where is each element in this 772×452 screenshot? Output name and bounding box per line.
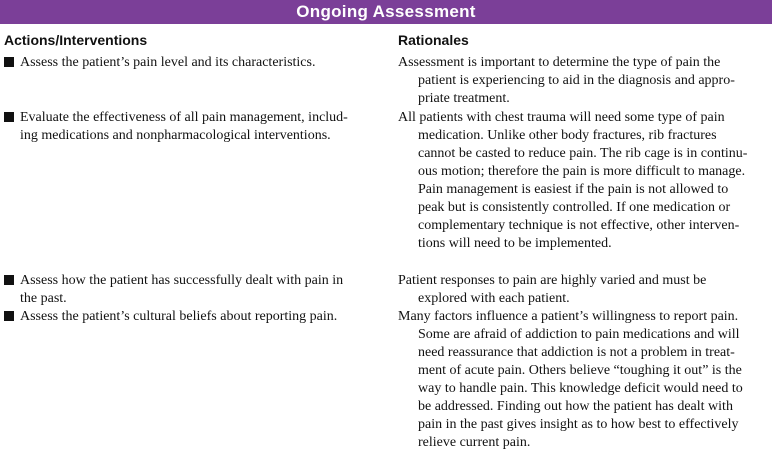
rationale-text: ment of acute pain. Others believe “toug… xyxy=(418,363,742,378)
bullet-square-icon xyxy=(4,275,14,285)
rationale-text: tions will need to be implemented. xyxy=(418,236,612,251)
rationale-text: need reassurance that addiction is not a… xyxy=(418,345,735,360)
rationale-text: explored with each patient. xyxy=(418,291,570,306)
rationale-cell: Patient responses to pain are highly var… xyxy=(398,272,770,308)
rationale-text: patient is experiencing to aid in the di… xyxy=(418,73,735,88)
rationale-text: peak but is consistently controlled. If … xyxy=(418,200,731,215)
action-cell: Assess how the patient has successfully … xyxy=(4,272,384,308)
action-text: ing medications and nonpharmacological i… xyxy=(20,128,331,143)
rationale-text: Patient responses to pain are highly var… xyxy=(398,273,707,288)
action-text: Assess how the patient has successfully … xyxy=(20,273,344,288)
rationale-text: Some are afraid of addiction to pain med… xyxy=(418,327,740,342)
rationale-text: ous motion; therefore the pain is more d… xyxy=(418,164,746,179)
rationale-text: Assessment is important to determine the… xyxy=(398,55,721,70)
action-cell: Assess the patient’s cultural beliefs ab… xyxy=(4,308,384,326)
rationale-text: be addressed. Finding out how the patien… xyxy=(418,399,733,414)
rationale-text: complementary technique is not effective… xyxy=(418,218,740,233)
bullet-square-icon xyxy=(4,112,14,122)
rationale-text: priate treatment. xyxy=(418,91,510,106)
rationale-text: pain in the past gives insight as to how… xyxy=(418,417,739,432)
rationale-text: medication. Unlike other body fractures,… xyxy=(418,128,717,143)
rationale-text: Pain management is easiest if the pain i… xyxy=(418,182,729,197)
rationale-cell: All patients with chest trauma will need… xyxy=(398,109,770,253)
action-cell: Assess the patient’s pain level and its … xyxy=(4,54,384,72)
section-title: Ongoing Assessment xyxy=(0,0,772,24)
bullet-square-icon xyxy=(4,311,14,321)
rationale-text: cannot be casted to reduce pain. The rib… xyxy=(418,146,748,161)
action-text: Assess the patient’s pain level and its … xyxy=(20,55,316,70)
rationale-text: All patients with chest trauma will need… xyxy=(398,110,725,125)
action-text: Evaluate the effectiveness of all pain m… xyxy=(20,110,348,125)
bullet-square-icon xyxy=(4,57,14,67)
action-cell: Evaluate the effectiveness of all pain m… xyxy=(4,109,384,145)
action-text: Assess the patient’s cultural beliefs ab… xyxy=(20,309,338,324)
rationales-column-header: Rationales xyxy=(398,32,469,48)
rationale-text: way to handle pain. This knowledge defic… xyxy=(418,381,743,396)
rationale-cell: Assessment is important to determine the… xyxy=(398,54,770,108)
action-text: the past. xyxy=(20,291,67,306)
rationale-cell: Many factors influence a patient’s willi… xyxy=(398,308,770,452)
actions-column-header: Actions/Interventions xyxy=(4,32,148,48)
rationale-text: Many factors influence a patient’s willi… xyxy=(398,309,739,324)
rationale-text: relieve current pain. xyxy=(418,435,531,450)
